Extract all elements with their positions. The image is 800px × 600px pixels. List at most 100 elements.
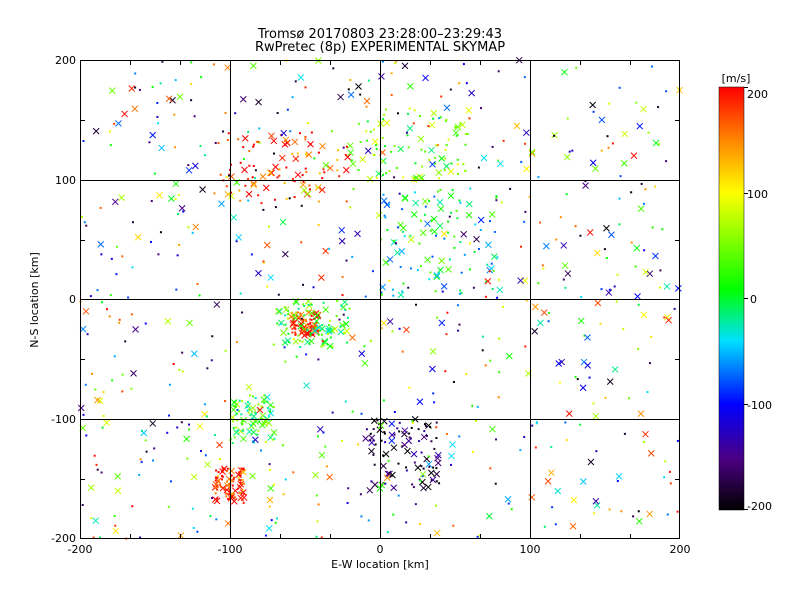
scatter-dot-mark bbox=[177, 193, 180, 196]
scatter-x-mark bbox=[406, 125, 414, 132]
scatter-dot-mark bbox=[382, 454, 385, 457]
y-axis-label: N-S location [km] bbox=[28, 252, 41, 348]
scatter-dot-mark bbox=[592, 402, 595, 405]
scatter-x-mark bbox=[531, 327, 539, 335]
scatter-x-mark bbox=[337, 328, 345, 336]
scatter-x-mark bbox=[468, 89, 475, 97]
scatter-x-mark bbox=[190, 350, 198, 358]
scatter-dot-mark bbox=[620, 510, 623, 513]
scatter-dot-mark bbox=[242, 468, 245, 471]
scatter-x-mark bbox=[465, 200, 473, 208]
scatter-dot-mark bbox=[214, 486, 217, 489]
scatter-x-mark bbox=[434, 459, 442, 467]
scatter-dot-mark bbox=[434, 504, 437, 507]
scatter-dot-mark bbox=[410, 267, 413, 270]
scatter-x-mark bbox=[419, 470, 427, 478]
scatter-x-mark bbox=[401, 427, 409, 434]
scatter-dot-mark bbox=[351, 410, 354, 413]
scatter-dot-mark bbox=[474, 419, 477, 422]
scatter-dot-mark bbox=[418, 440, 421, 443]
scatter-dot-mark bbox=[408, 432, 411, 435]
scatter-dot-mark bbox=[367, 519, 370, 522]
scatter-dot-mark bbox=[231, 484, 234, 487]
x-axis-label: E-W location [km] bbox=[331, 558, 429, 571]
scatter-dot-mark bbox=[408, 107, 411, 110]
scatter-dot-mark bbox=[321, 340, 324, 343]
scatter-dot-mark bbox=[340, 305, 343, 308]
scatter-dot-mark bbox=[276, 517, 279, 520]
scatter-dot-mark bbox=[317, 151, 320, 154]
scatter-dot-mark bbox=[323, 171, 326, 174]
scatter-dot-mark bbox=[418, 242, 421, 245]
scatter-x-mark bbox=[140, 429, 148, 437]
scatter-dot-mark bbox=[166, 431, 169, 434]
scatter-dot-mark bbox=[276, 322, 279, 325]
scatter-dot-mark bbox=[294, 331, 297, 334]
scatter-x-mark bbox=[261, 417, 269, 425]
scatter-dot-mark bbox=[256, 433, 259, 436]
scatter-dot-mark bbox=[524, 210, 527, 213]
scatter-dot-mark bbox=[566, 117, 569, 120]
scatter-x-mark bbox=[212, 481, 220, 488]
scatter-x-mark bbox=[149, 420, 157, 427]
scatter-dot-mark bbox=[425, 434, 428, 437]
scatter-dot-mark bbox=[90, 517, 93, 520]
scatter-x-mark bbox=[192, 162, 199, 170]
scatter-dot-mark bbox=[284, 306, 287, 309]
scatter-dot-mark bbox=[291, 177, 294, 180]
scatter-dot-mark bbox=[260, 405, 263, 408]
scatter-x-mark bbox=[297, 322, 305, 330]
scatter-dot-mark bbox=[459, 289, 462, 292]
scatter-dot-mark bbox=[417, 428, 420, 431]
scatter-x-mark bbox=[438, 257, 446, 265]
scatter-dot-mark bbox=[421, 165, 424, 168]
scatter-x-mark bbox=[410, 450, 418, 458]
scatter-dot-mark bbox=[305, 170, 308, 173]
scatter-dot-mark bbox=[397, 462, 400, 465]
scatter-x-mark bbox=[241, 166, 248, 174]
scatter-dot-mark bbox=[383, 214, 386, 217]
scatter-dot-mark bbox=[237, 473, 240, 476]
scatter-dot-mark bbox=[317, 316, 320, 319]
scatter-x-mark bbox=[249, 472, 256, 480]
scatter-x-mark bbox=[635, 517, 643, 525]
scatter-dot-mark bbox=[203, 154, 206, 157]
scatter-dot-mark bbox=[187, 164, 190, 167]
scatter-dot-mark bbox=[304, 153, 307, 156]
scatter-dot-mark bbox=[348, 307, 351, 310]
scatter-dot-mark bbox=[418, 478, 421, 481]
scatter-dot-mark bbox=[296, 311, 299, 314]
scatter-dot-mark bbox=[196, 283, 199, 286]
x-tick-label: -100 bbox=[218, 543, 243, 556]
scatter-dot-mark bbox=[525, 299, 528, 302]
scatter-dot-mark bbox=[227, 493, 230, 496]
scatter-dot-mark bbox=[264, 440, 267, 443]
scatter-dot-mark bbox=[109, 130, 112, 133]
scatter-dot-mark bbox=[144, 322, 147, 325]
scatter-x-mark bbox=[633, 244, 641, 252]
scatter-x-mark bbox=[584, 334, 591, 341]
scatter-x-mark bbox=[404, 447, 411, 455]
scatter-dot-mark bbox=[588, 376, 591, 379]
scatter-dot-mark bbox=[388, 170, 391, 173]
scatter-dot-mark bbox=[245, 405, 248, 408]
scatter-dot-mark bbox=[429, 425, 432, 428]
scatter-dot-mark bbox=[345, 145, 348, 148]
scatter-x-mark bbox=[239, 95, 247, 103]
scatter-dot-mark bbox=[196, 530, 199, 533]
y-tick-label: -200 bbox=[51, 532, 76, 545]
scatter-dot-mark bbox=[220, 478, 223, 481]
scatter-x-mark bbox=[312, 471, 319, 479]
scatter-dot-mark bbox=[352, 187, 355, 190]
scatter-dot-mark bbox=[373, 153, 376, 156]
scatter-x-mark bbox=[255, 269, 262, 277]
scatter-dot-mark bbox=[384, 108, 387, 111]
scatter-dot-mark bbox=[618, 86, 621, 89]
scatter-dot-mark bbox=[302, 303, 305, 306]
scatter-x-mark bbox=[405, 437, 413, 445]
scatter-dot-mark bbox=[291, 152, 294, 155]
scatter-dot-mark bbox=[316, 329, 319, 332]
scatter-dot-mark bbox=[664, 460, 667, 463]
scatter-dot-mark bbox=[357, 122, 360, 125]
scatter-x-mark bbox=[115, 120, 122, 127]
